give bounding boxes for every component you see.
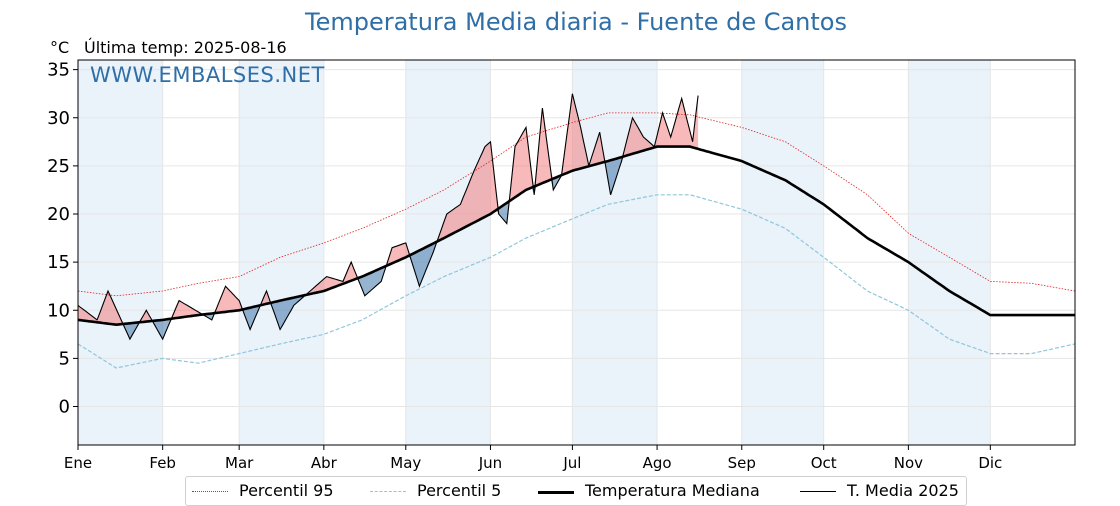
x-tick-label: Jun [478, 454, 502, 472]
x-tick-label: Dic [978, 454, 1002, 472]
legend: Percentil 95 Percentil 5 Temperatura Med… [185, 476, 967, 506]
x-tick-label: Jul [562, 454, 581, 472]
month-band [78, 60, 163, 445]
last-temp-label: Última temp: 2025-08-16 [84, 38, 287, 57]
y-tick-label: 25 [47, 156, 70, 177]
unit-label: °C [50, 38, 70, 57]
fill-above-median [78, 93, 699, 325]
x-tick-label: Sep [728, 454, 756, 472]
x-tick-label: Abr [311, 454, 338, 472]
y-tick-label: 10 [47, 300, 70, 321]
y-tick-label: 15 [47, 252, 70, 273]
series-line-percentil-95 [77, 112, 1076, 297]
legend-label-median: Temperatura Mediana [585, 481, 760, 500]
y-tick-label: 0 [59, 397, 70, 418]
series-line-percentil-5 [77, 194, 1076, 369]
x-tick-label: May [390, 454, 421, 472]
legend-swatch-median [538, 491, 574, 494]
legend-swatch-current [800, 491, 836, 492]
month-band [741, 60, 824, 445]
plot-frame [77, 59, 1076, 446]
series-line-t-media-2025 [77, 93, 699, 341]
x-tick-label: Nov [894, 454, 923, 472]
y-tick-label: 20 [47, 204, 70, 225]
x-tick-label: Mar [225, 454, 254, 472]
month-band [908, 60, 991, 445]
x-tick-label: Ago [643, 454, 672, 472]
month-band [572, 60, 658, 445]
x-tick-label: Feb [149, 454, 176, 472]
watermark: WWW.EMBALSES.NET [90, 63, 325, 87]
x-tick-label: Oct [811, 454, 837, 472]
chart-title: Temperatura Media diaria - Fuente de Can… [305, 8, 847, 36]
series-line-mediana [77, 145, 1075, 327]
legend-swatch-p95 [192, 491, 228, 492]
legend-swatch-p5 [370, 491, 406, 492]
legend-label-p5: Percentil 5 [417, 481, 502, 500]
y-tick-label: 35 [47, 60, 70, 81]
y-tick-label: 5 [59, 348, 70, 369]
legend-label-current: T. Media 2025 [847, 481, 959, 500]
month-band [239, 60, 324, 445]
legend-label-p95: Percentil 95 [239, 481, 334, 500]
y-tick-label: 30 [47, 108, 70, 129]
x-tick-label: Ene [64, 454, 92, 472]
